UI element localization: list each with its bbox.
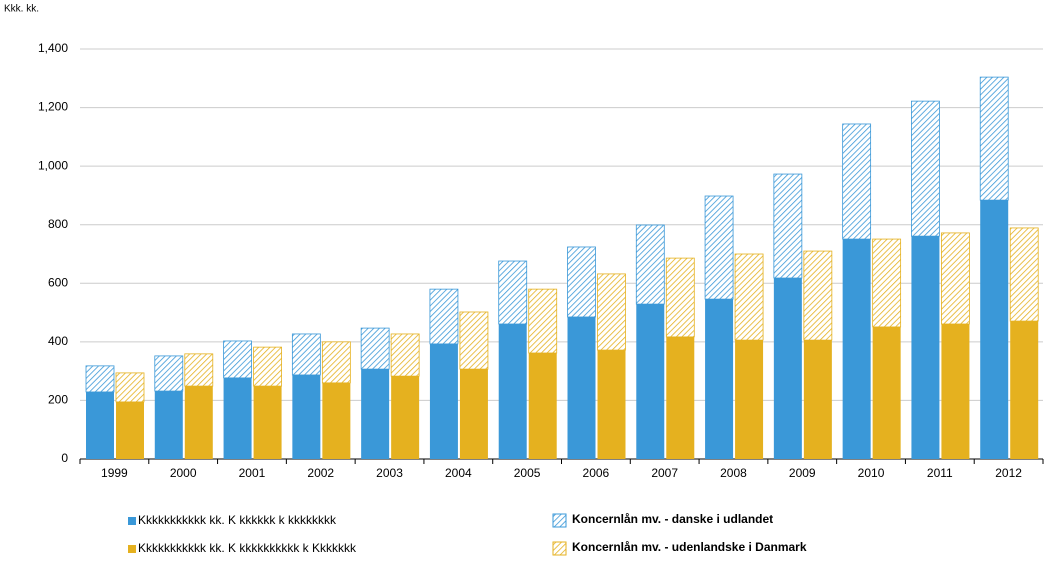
bar-segment — [390, 333, 420, 377]
bar-segment — [498, 323, 527, 459]
bar-segment — [635, 224, 665, 305]
bar-segment — [842, 123, 872, 240]
bar-segment — [803, 250, 833, 341]
x-tick-label: 2012 — [995, 466, 1022, 480]
x-tick-label: 2000 — [170, 466, 197, 480]
legend-label: Koncernlån mv. - udenlandske i Danmark — [572, 540, 807, 554]
bar-segment — [734, 253, 764, 341]
x-tick-label: 1999 — [101, 466, 128, 480]
bar-segment — [361, 369, 390, 459]
bar-segment — [803, 340, 832, 459]
bar-segment — [154, 355, 184, 392]
legend-label: Kkkkkkkkkkk kk. K kkkkkkkkkk k Kkkkkkk — [138, 541, 357, 555]
bar-segment — [321, 341, 351, 384]
bar-segment — [735, 340, 764, 459]
bar-segment — [85, 365, 115, 393]
bar-segment — [391, 376, 420, 459]
bar-segment — [223, 377, 252, 459]
x-tick-label: 2003 — [376, 466, 403, 480]
bar-segment — [498, 260, 528, 325]
bar-segment — [1010, 321, 1039, 459]
bar-segment — [184, 386, 213, 459]
legend-swatch — [552, 541, 567, 556]
bar-segment — [872, 326, 901, 459]
bar-segment — [459, 369, 488, 459]
bar-segment — [184, 353, 214, 387]
x-tick-label: 2010 — [858, 466, 885, 480]
bar-segment — [597, 273, 626, 351]
bar-segment — [872, 238, 902, 328]
bar-segment — [429, 343, 458, 459]
bar-segment — [253, 346, 282, 387]
bar-segment — [567, 246, 596, 318]
x-tick-label: 2006 — [583, 466, 610, 480]
bar-segment — [941, 232, 970, 325]
y-tick-label: 1,000 — [38, 158, 68, 172]
bar-segment — [979, 76, 1009, 201]
x-tick-label: 2007 — [651, 466, 678, 480]
x-tick-label: 2005 — [514, 466, 541, 480]
bar-segment — [665, 257, 695, 338]
bar-segment — [666, 336, 695, 459]
bar-segment — [1009, 227, 1039, 322]
y-tick-label: 400 — [48, 334, 68, 348]
unit-label: Kkk. kk. — [4, 4, 39, 15]
bar-segment — [842, 239, 871, 459]
x-tick-label: 2011 — [927, 466, 953, 480]
bar-segment — [429, 288, 459, 345]
y-tick-label: 200 — [48, 393, 68, 407]
bar-segment — [322, 382, 351, 459]
bar-segment — [459, 311, 489, 370]
legend-swatch — [552, 513, 567, 528]
y-tick-label: 0 — [61, 451, 68, 465]
bar-segment — [704, 195, 734, 300]
x-tick-label: 2002 — [307, 466, 334, 480]
x-tick-label: 2001 — [239, 466, 266, 480]
bar-segment — [86, 391, 114, 459]
bar-segment — [360, 327, 390, 370]
legend-label: Kkkkkkkkkkk kk. K kkkkkk k kkkkkkkk — [138, 513, 337, 527]
x-tick-label: 2008 — [720, 466, 747, 480]
x-tick-label: 2004 — [445, 466, 472, 480]
bar-segment — [528, 352, 557, 459]
bar-segment — [223, 340, 252, 379]
bar-segment — [253, 386, 282, 459]
bar-segment — [773, 173, 803, 279]
y-tick-label: 600 — [48, 275, 68, 289]
bar-segment — [911, 236, 940, 459]
bar-segment — [773, 278, 802, 459]
y-tick-label: 1,200 — [38, 100, 68, 114]
bar-segment — [597, 350, 626, 459]
bar-segment — [291, 333, 321, 376]
bar-segment — [292, 374, 321, 459]
bar-segment — [567, 316, 596, 459]
bar-segment — [528, 288, 558, 354]
bar-segment — [911, 100, 940, 237]
bar-segment — [941, 323, 970, 459]
bar-segment — [980, 200, 1009, 459]
bar-segment — [115, 372, 145, 403]
bar-segment — [116, 401, 144, 459]
legend-label: Koncernlån mv. - danske i udlandet — [572, 512, 773, 526]
bar-segment — [154, 391, 183, 459]
bar-segment — [636, 304, 665, 459]
legend-swatch — [128, 517, 136, 525]
x-tick-label: 2009 — [789, 466, 816, 480]
legend-swatch — [128, 545, 136, 553]
y-tick-label: 800 — [48, 217, 68, 231]
bar-segment — [705, 299, 734, 459]
y-tick-label: 1,400 — [38, 41, 68, 55]
